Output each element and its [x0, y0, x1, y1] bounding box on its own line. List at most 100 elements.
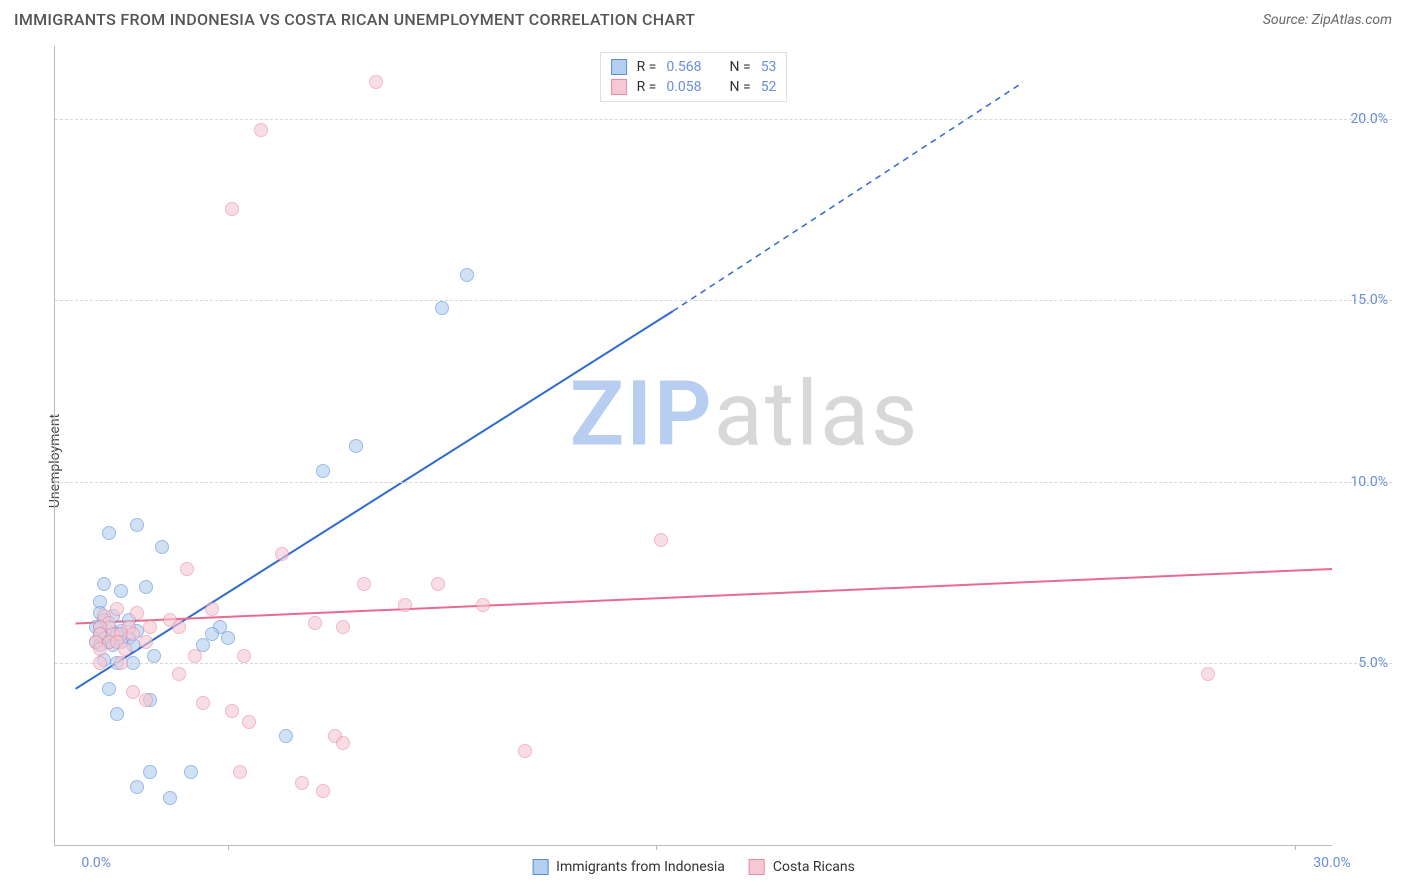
r-label-1: R =	[637, 79, 657, 95]
scatter-point	[93, 656, 107, 670]
x-tick-minor	[228, 845, 229, 850]
scatter-point	[143, 765, 157, 779]
swatch-bottom-0	[532, 859, 548, 875]
watermark: ZIPatlas	[570, 361, 920, 466]
gridline-h	[55, 663, 1392, 664]
x-tick-minor	[656, 845, 657, 850]
scatter-point	[254, 123, 268, 137]
scatter-point	[398, 598, 412, 612]
scatter-point	[196, 696, 210, 710]
scatter-point	[130, 518, 144, 532]
scatter-point	[316, 784, 330, 798]
scatter-point	[336, 736, 350, 750]
regression-line-solid	[76, 311, 673, 689]
scatter-point	[237, 649, 251, 663]
scatter-point	[242, 715, 256, 729]
scatter-point	[476, 598, 490, 612]
watermark-zip: ZIP	[570, 361, 714, 466]
scatter-point	[180, 562, 194, 576]
scatter-point	[275, 547, 289, 561]
scatter-point	[93, 642, 107, 656]
n-value-1: 52	[761, 79, 777, 95]
scatter-point	[147, 649, 161, 663]
scatter-point	[130, 780, 144, 794]
scatter-point	[139, 580, 153, 594]
scatter-point	[97, 577, 111, 591]
scatter-point	[184, 765, 198, 779]
scatter-point	[349, 439, 363, 453]
chart-area: Unemployment ZIPatlas R = 0.568 N = 53 R…	[14, 40, 1392, 882]
series-legend-item-0: Immigrants from Indonesia	[532, 859, 725, 875]
plot-region: ZIPatlas R = 0.568 N = 53 R = 0.058 N = …	[54, 46, 1332, 846]
scatter-point	[110, 602, 124, 616]
scatter-point	[316, 464, 330, 478]
correlation-legend-row-0: R = 0.568 N = 53	[611, 59, 777, 75]
scatter-point	[139, 635, 153, 649]
series-name-1: Costa Ricans	[773, 859, 855, 875]
scatter-point	[308, 616, 322, 630]
source-label: Source:	[1263, 12, 1308, 28]
n-value-0: 53	[761, 59, 777, 75]
gridline-h	[55, 482, 1392, 483]
scatter-point	[143, 620, 157, 634]
scatter-point	[431, 577, 445, 591]
scatter-point	[233, 765, 247, 779]
chart-title: IMMIGRANTS FROM INDONESIA VS COSTA RICAN…	[14, 10, 695, 29]
scatter-point	[336, 620, 350, 634]
scatter-point	[139, 693, 153, 707]
regression-line-dashed	[673, 82, 1023, 311]
scatter-point	[130, 606, 144, 620]
scatter-point	[279, 729, 293, 743]
scatter-point	[102, 526, 116, 540]
x-tick-label: 0.0%	[81, 855, 111, 871]
r-value-1: 0.058	[666, 79, 701, 95]
source-link[interactable]: ZipAtlas.com	[1312, 12, 1392, 28]
y-tick-label: 15.0%	[1350, 292, 1388, 308]
scatter-point	[118, 642, 132, 656]
gridline-h	[55, 119, 1392, 120]
scatter-point	[205, 602, 219, 616]
y-tick-label: 20.0%	[1350, 111, 1388, 127]
r-label-0: R =	[637, 59, 657, 75]
scatter-point	[1201, 667, 1215, 681]
scatter-point	[435, 301, 449, 315]
watermark-atlas: atlas	[714, 361, 920, 466]
y-tick-label: 5.0%	[1358, 655, 1388, 671]
source-credit: Source: ZipAtlas.com	[1263, 12, 1392, 28]
n-label-0: N =	[730, 59, 751, 75]
n-label-1: N =	[730, 79, 751, 95]
scatter-point	[205, 627, 219, 641]
chart-header: IMMIGRANTS FROM INDONESIA VS COSTA RICAN…	[0, 0, 1406, 35]
series-name-0: Immigrants from Indonesia	[556, 859, 725, 875]
scatter-point	[110, 707, 124, 721]
x-tick-label: 30.0%	[1313, 855, 1351, 871]
scatter-point	[114, 656, 128, 670]
swatch-series-0	[611, 59, 627, 75]
scatter-point	[295, 776, 309, 790]
swatch-series-1	[611, 79, 627, 95]
series-legend-item-1: Costa Ricans	[749, 859, 855, 875]
x-tick-minor	[1295, 845, 1296, 850]
swatch-bottom-1	[749, 859, 765, 875]
scatter-point	[357, 577, 371, 591]
scatter-point	[518, 744, 532, 758]
gridline-h	[55, 300, 1392, 301]
scatter-point	[163, 791, 177, 805]
scatter-point	[172, 667, 186, 681]
r-value-0: 0.568	[666, 59, 701, 75]
scatter-point	[654, 533, 668, 547]
scatter-point	[225, 704, 239, 718]
scatter-point	[155, 540, 169, 554]
scatter-point	[114, 584, 128, 598]
y-tick-label: 10.0%	[1350, 474, 1388, 490]
scatter-point	[460, 268, 474, 282]
correlation-legend-row-1: R = 0.058 N = 52	[611, 79, 777, 95]
scatter-point	[102, 682, 116, 696]
scatter-point	[221, 631, 235, 645]
scatter-point	[126, 656, 140, 670]
scatter-point	[369, 75, 383, 89]
scatter-point	[188, 649, 202, 663]
correlation-legend: R = 0.568 N = 53 R = 0.058 N = 52	[600, 52, 788, 102]
scatter-point	[225, 202, 239, 216]
scatter-point	[172, 620, 186, 634]
